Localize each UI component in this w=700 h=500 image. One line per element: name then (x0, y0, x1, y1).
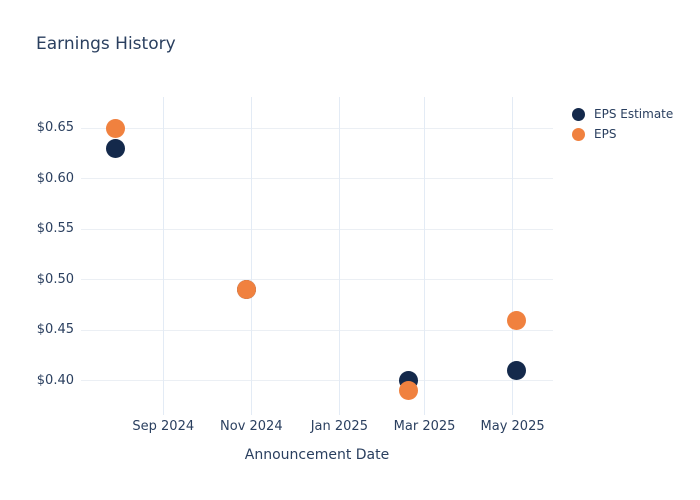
legend-marker-icon (572, 107, 585, 121)
y-tick-label: $0.55 (36, 221, 74, 237)
y-tick-label: $0.45 (36, 322, 74, 338)
data-point-eps[interactable] (237, 280, 257, 300)
gridline-vertical (512, 97, 514, 415)
legend-item-label: EPS Estimate (594, 107, 674, 121)
x-tick-label: Nov 2024 (220, 419, 283, 434)
data-point-eps[interactable] (106, 118, 126, 138)
gridline-vertical (338, 97, 340, 415)
data-point-eps[interactable] (507, 310, 527, 330)
legend: EPS Estimate EPS (572, 104, 673, 144)
data-point-eps-estimate[interactable] (106, 138, 126, 158)
gridline-vertical (250, 97, 252, 415)
gridline-horizontal (81, 127, 553, 129)
legend-item-label: EPS (594, 127, 617, 141)
y-tick-label: $0.40 (36, 372, 74, 388)
x-tick-label: Sep 2024 (132, 419, 195, 434)
x-axis-title: Announcement Date (244, 447, 390, 463)
legend-item-eps-estimate[interactable]: EPS Estimate (572, 104, 673, 124)
gridline-horizontal (81, 228, 553, 230)
y-tick-label: $0.60 (36, 170, 74, 186)
chart-title: Earnings History (36, 34, 176, 54)
gridline-horizontal (81, 178, 553, 180)
gridline-vertical (162, 97, 164, 415)
gridline-horizontal (81, 329, 553, 331)
x-tick-label: May 2025 (480, 419, 545, 434)
gridline-horizontal (81, 279, 553, 281)
gridline-vertical (424, 97, 426, 415)
legend-marker-icon (572, 127, 585, 141)
y-tick-label: $0.50 (36, 271, 74, 287)
plot-area (81, 97, 553, 415)
y-tick-label: $0.65 (36, 120, 74, 136)
data-point-eps-estimate[interactable] (507, 361, 527, 381)
x-tick-label: Jan 2025 (310, 419, 368, 434)
x-tick-label: Mar 2025 (393, 419, 456, 434)
data-point-eps[interactable] (399, 381, 419, 401)
gridline-horizontal (81, 380, 553, 382)
legend-item-eps[interactable]: EPS (572, 124, 673, 144)
